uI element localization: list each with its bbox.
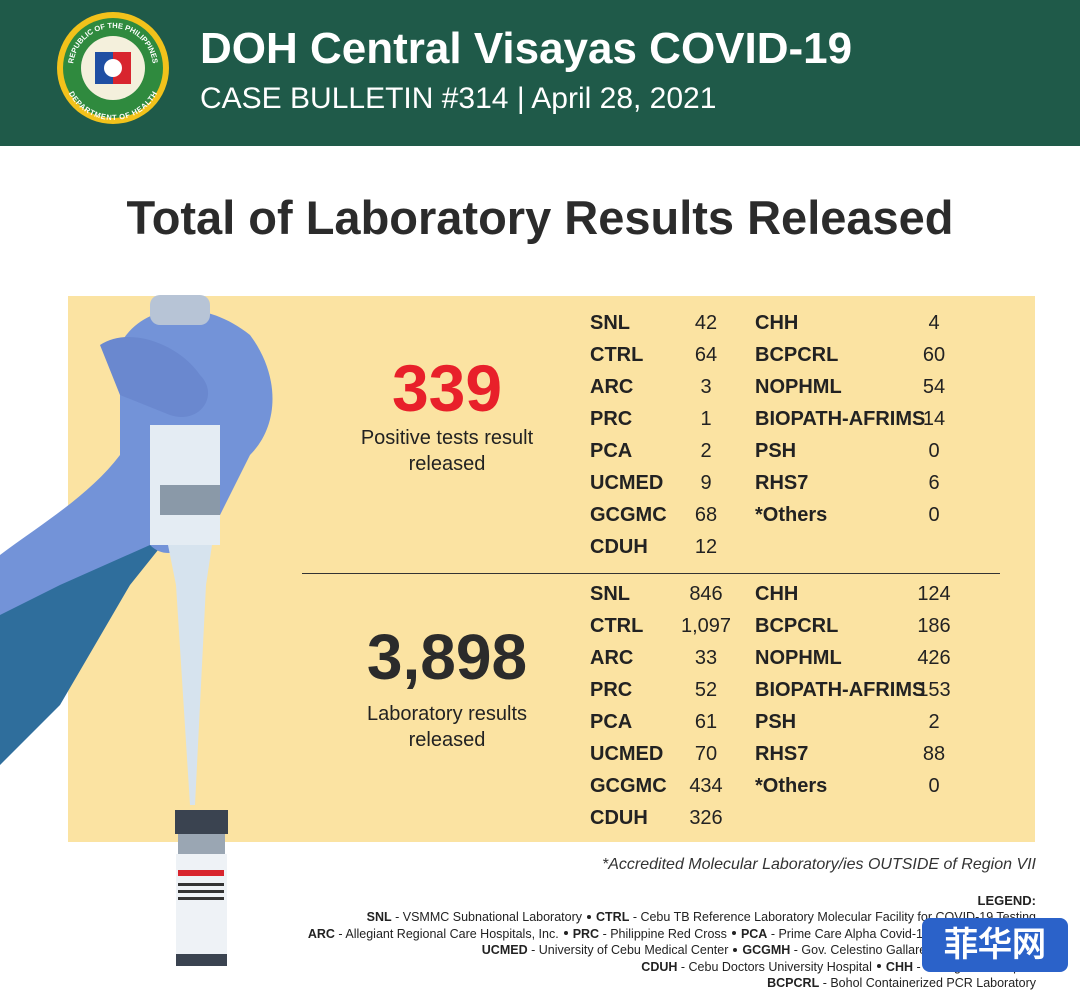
lab-name: BIOPATH-AFRIMS — [755, 679, 926, 701]
lab-count: 60 — [922, 344, 946, 366]
watermark: 菲华网 — [922, 918, 1068, 972]
lab-count: 52 — [694, 679, 718, 701]
lab-name: PSH — [755, 711, 797, 733]
lab-name: PSH — [755, 440, 797, 462]
lab-count: 186 — [917, 615, 951, 637]
legend-abbr: SNL — [366, 910, 392, 924]
legend-abbr: PCA — [740, 926, 768, 941]
lab-name: *Others — [755, 775, 828, 797]
lab-count: 3 — [700, 376, 712, 398]
legend-desc: - Bohol Containerized PCR Laboratory — [819, 976, 1036, 990]
separator — [733, 947, 738, 952]
lab-count: 0 — [928, 440, 940, 462]
legend-abbr: CTRL — [596, 910, 630, 924]
lab-name: PCA — [590, 711, 633, 733]
lab-count: 153 — [917, 679, 951, 701]
lab-name: UCMED — [590, 743, 664, 765]
separator — [563, 931, 568, 936]
lab-count: 88 — [922, 743, 946, 765]
lab-count: 4 — [928, 312, 940, 334]
lab-count: 434 — [689, 775, 723, 797]
lab-name: CDUH — [590, 536, 648, 558]
lab-name: PRC — [590, 408, 633, 430]
legend-desc: - Philippine Red Cross — [599, 926, 727, 941]
main-title: Total of Laboratory Results Released — [126, 191, 954, 244]
legend-abbr: CHH — [885, 959, 914, 974]
lab-name: RHS7 — [755, 472, 809, 494]
lab-name: CHH — [755, 312, 799, 334]
lab-count: 61 — [694, 711, 718, 733]
header-title: DOH Central Visayas COVID-19 — [200, 24, 853, 73]
lab-count: 64 — [694, 344, 718, 366]
lab-count: 124 — [917, 583, 951, 605]
legend-line: BCPCRL - Bohol Containerized PCR Laborat… — [767, 976, 1036, 990]
total-label: Laboratory results — [366, 703, 528, 725]
lab-count: 2 — [928, 711, 940, 733]
lab-name: CTRL — [590, 615, 644, 637]
lab-name: PRC — [590, 679, 633, 701]
footnote: *Accredited Molecular Laboratory/ies OUT… — [602, 856, 1036, 873]
lab-count: 0 — [928, 504, 940, 526]
lab-name: ARC — [590, 647, 634, 669]
lab-count: 326 — [689, 807, 723, 829]
total-count: 3,898 — [366, 621, 528, 693]
lab-count: 426 — [917, 647, 951, 669]
lab-name: UCMED — [590, 472, 664, 494]
lab-name: PCA — [590, 440, 633, 462]
lab-name: ARC — [590, 376, 634, 398]
lab-count: 14 — [922, 408, 946, 430]
legend-desc: - VSMMC Subnational Laboratory — [391, 910, 583, 924]
legend-abbr: GCGMH — [742, 943, 791, 957]
header-subtitle: CASE BULLETIN #314 | April 28, 2021 — [200, 82, 717, 115]
lab-count: 33 — [694, 647, 718, 669]
lab-count: 0 — [928, 775, 940, 797]
lab-count: 12 — [694, 536, 718, 558]
lab-count: 1 — [700, 408, 712, 430]
lab-count: 2 — [700, 440, 712, 462]
lab-count: 846 — [689, 583, 723, 605]
lab-name: *Others — [755, 504, 828, 526]
lab-name: NOPHML — [755, 647, 842, 669]
lab-name: BCPCRL — [755, 615, 839, 637]
lab-count: 9 — [700, 472, 712, 494]
lab-count: 42 — [694, 312, 718, 334]
lab-name: CTRL — [590, 344, 644, 366]
doh-logo: REPUBLIC OF THE PHILIPPINES DEPARTMENT O… — [57, 12, 169, 124]
legend-abbr: PRC — [572, 926, 600, 941]
lab-name: CHH — [755, 583, 799, 605]
lab-name: NOPHML — [755, 376, 842, 398]
total-label: Positive tests result — [360, 427, 534, 449]
lab-name: BCPCRL — [755, 344, 839, 366]
lab-name: GCGMC — [590, 775, 667, 797]
lab-name: GCGMC — [590, 504, 667, 526]
lab-name: SNL — [590, 312, 630, 334]
separator — [587, 914, 592, 919]
pipette-illustration — [0, 295, 273, 966]
total-label: released — [408, 729, 486, 751]
separator — [876, 964, 881, 969]
header-band — [0, 0, 1080, 146]
legend-desc: - Cebu Doctors University Hospital — [677, 959, 872, 974]
lab-name: RHS7 — [755, 743, 809, 765]
legend-desc: - University of Cebu Medical Center — [527, 943, 729, 957]
separator — [731, 931, 736, 936]
lab-count: 70 — [694, 743, 718, 765]
lab-name: BIOPATH-AFRIMS — [755, 408, 926, 430]
total-count: 339 — [391, 351, 503, 425]
legend-abbr: BCPCRL — [767, 976, 820, 990]
legend-title: LEGEND: — [977, 893, 1037, 908]
total-label: released — [408, 453, 486, 475]
lab-name: SNL — [590, 583, 630, 605]
lab-count: 54 — [922, 376, 946, 398]
legend-abbr: CDUH — [641, 959, 678, 974]
lab-count: 6 — [928, 472, 940, 494]
lab-count: 68 — [694, 504, 718, 526]
lab-count: 1,097 — [680, 615, 732, 637]
divider — [302, 573, 1000, 574]
lab-name: CDUH — [590, 807, 648, 829]
legend-abbr: ARC — [307, 926, 335, 941]
legend-desc: - Allegiant Regional Care Hospitals, Inc… — [334, 926, 559, 941]
legend-abbr: UCMED — [481, 943, 528, 957]
